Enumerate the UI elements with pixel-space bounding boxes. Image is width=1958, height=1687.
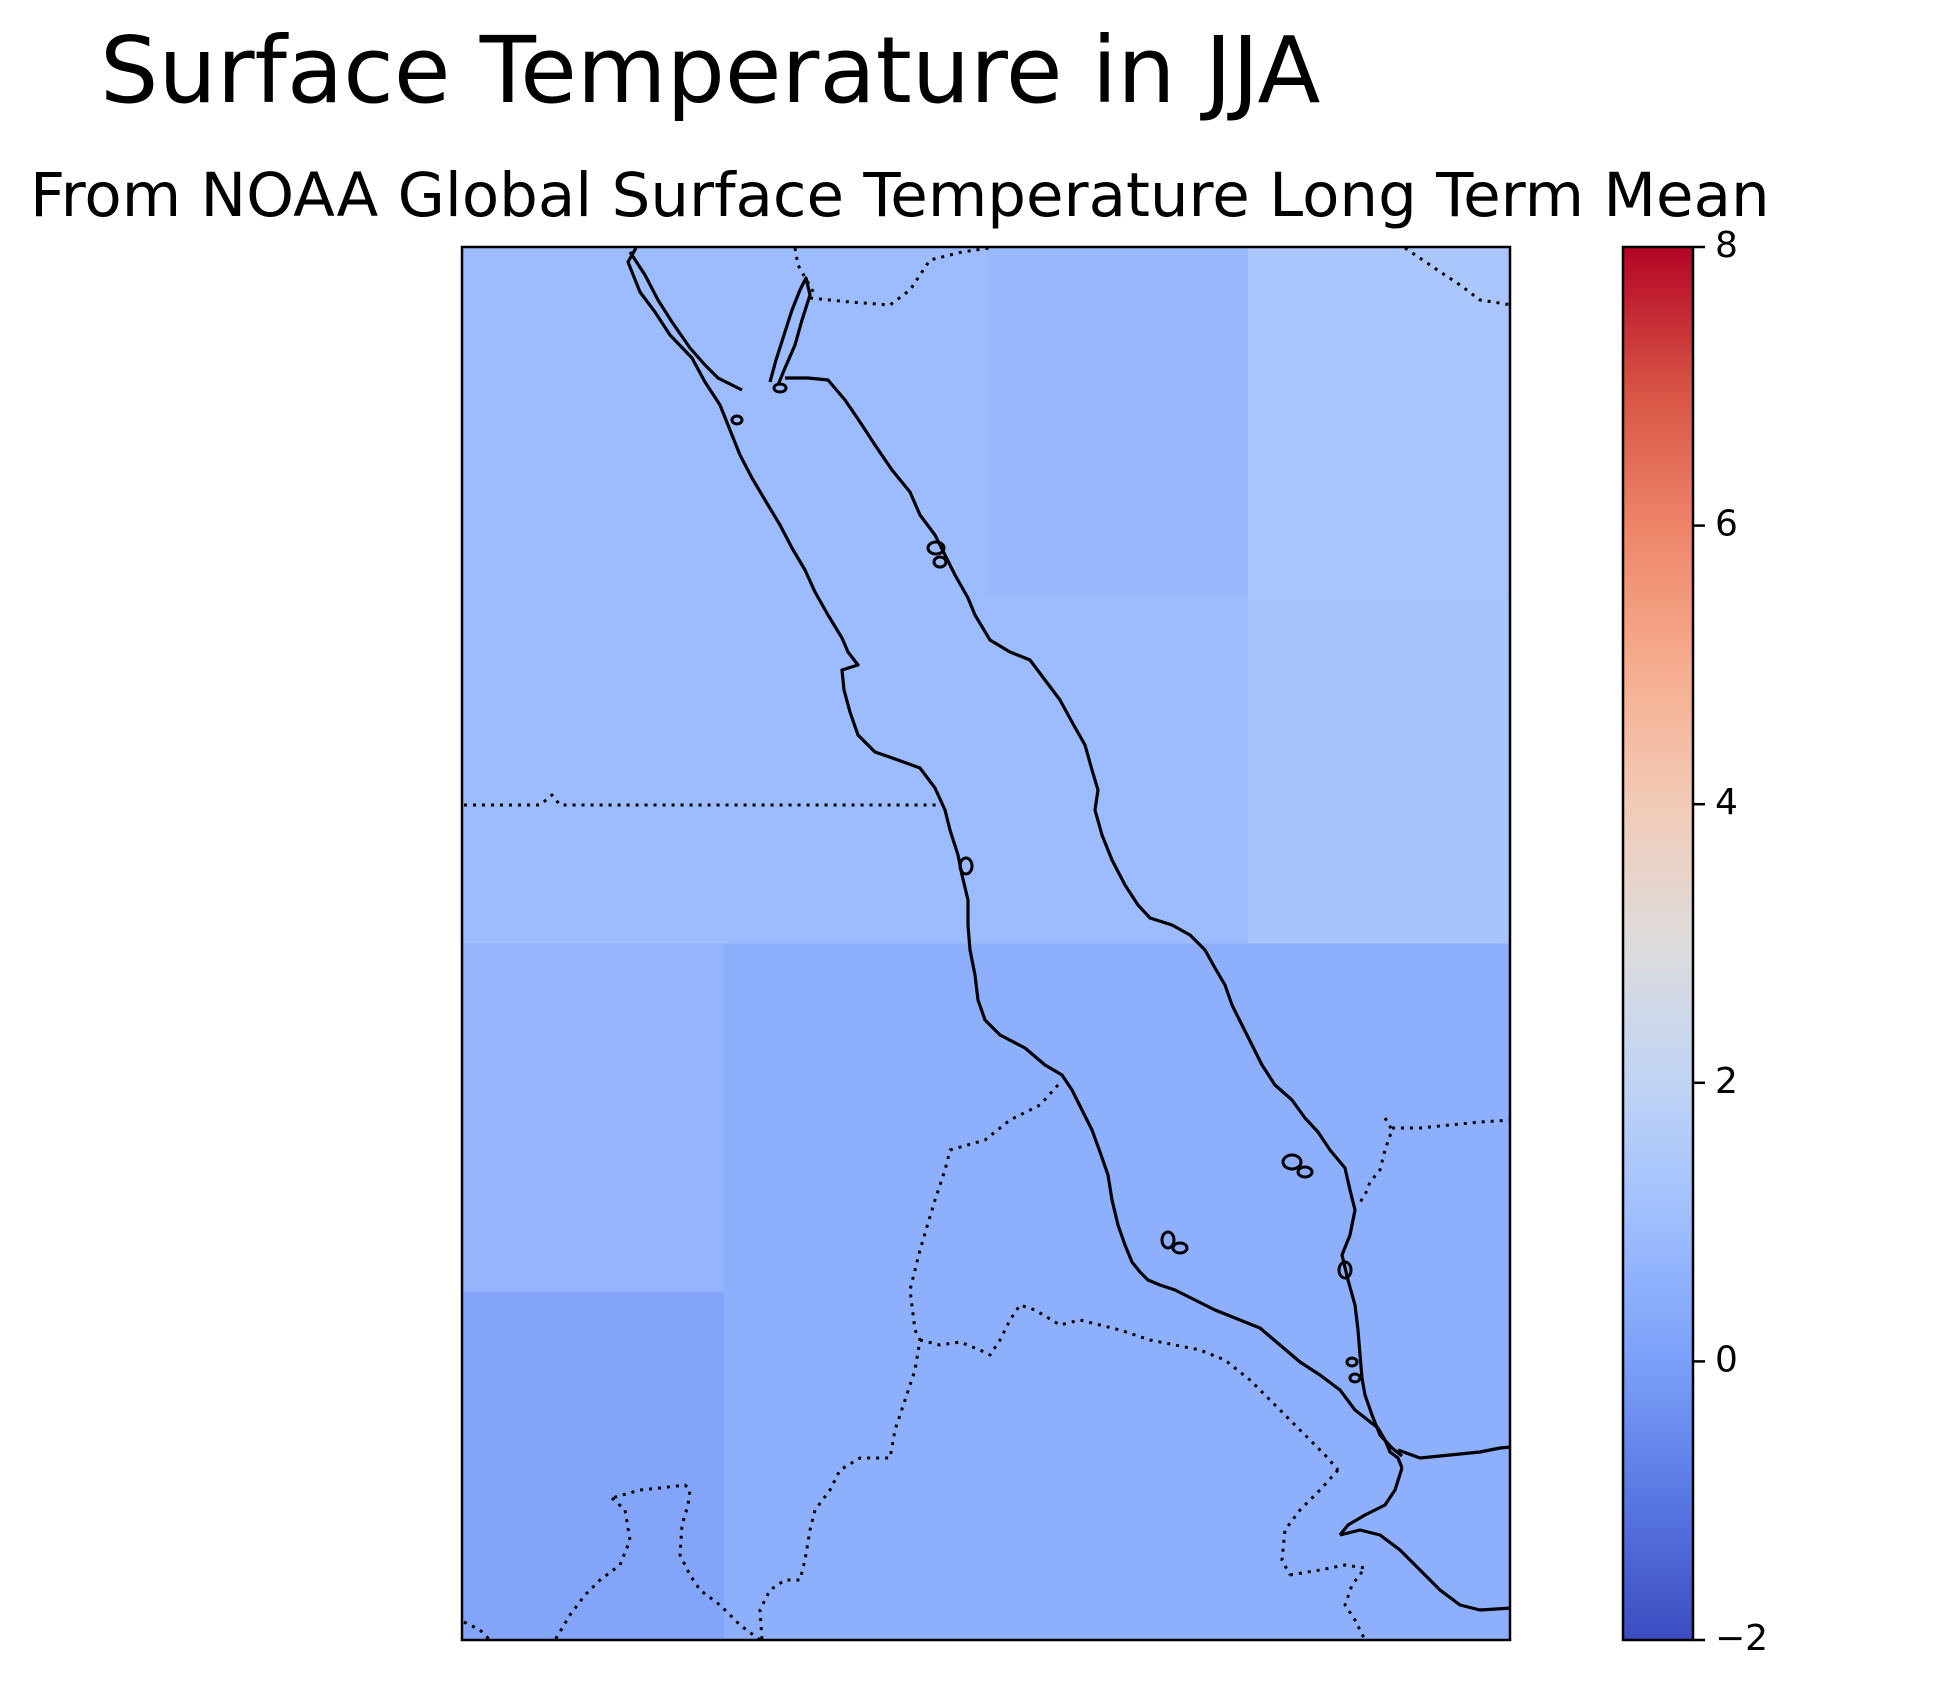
coastline-gulf-of-tadjoura [1338, 1467, 1404, 1536]
geography-overlay [463, 247, 1510, 1640]
colorbar-tick-label: −2 [1715, 1618, 1768, 1659]
grid-cell [986, 1291, 1249, 1641]
islands [730, 382, 1362, 1384]
grid-cell [986, 247, 1249, 596]
coastline-gulf-of-aden-north [1397, 1445, 1510, 1460]
colorbar-gradient [1621, 245, 1695, 1642]
coastline-gulf-of-aden-south [1339, 1528, 1510, 1612]
grid-cell [462, 247, 725, 596]
colorbar-tick-label: 2 [1715, 1061, 1738, 1102]
grid-cell [1248, 595, 1511, 945]
figure-subtitle: From NOAA Global Surface Temperature Lon… [30, 160, 1770, 231]
colorbar: −2 0 2 4 6 8 [1621, 225, 1768, 1659]
grid-cell [462, 595, 725, 945]
colorbar-tick-label: 4 [1715, 782, 1738, 823]
temperature-grid [462, 247, 1511, 1641]
grid-cell [1248, 943, 1511, 1293]
grid-cell [724, 1291, 987, 1641]
grid-cell [1248, 247, 1511, 596]
colorbar-ticks: −2 0 2 4 6 8 [1693, 225, 1768, 1659]
coastline-gulf-of-aqaba [768, 276, 812, 386]
grid-cell [986, 595, 1249, 945]
grid-cell [724, 595, 987, 945]
map-frame [460, 245, 1512, 1642]
coastline-east [785, 376, 1403, 1458]
colorbar-tick-label: 6 [1715, 504, 1738, 545]
grid-cell [1248, 1291, 1511, 1641]
grid-cell [462, 943, 725, 1293]
grid-cell [724, 943, 987, 1293]
grid-cell [724, 247, 987, 596]
coastline-gulf-of-suez [628, 251, 743, 392]
coastline-west [626, 247, 1404, 1469]
figure-title: Surface Temperature in JJA [100, 17, 1321, 124]
colorbar-tick-label: 0 [1715, 1339, 1738, 1380]
country-borders [463, 247, 1510, 1640]
colorbar-tick-label: 8 [1715, 225, 1738, 266]
grid-cell [986, 943, 1249, 1293]
grid-cell [462, 1291, 725, 1641]
